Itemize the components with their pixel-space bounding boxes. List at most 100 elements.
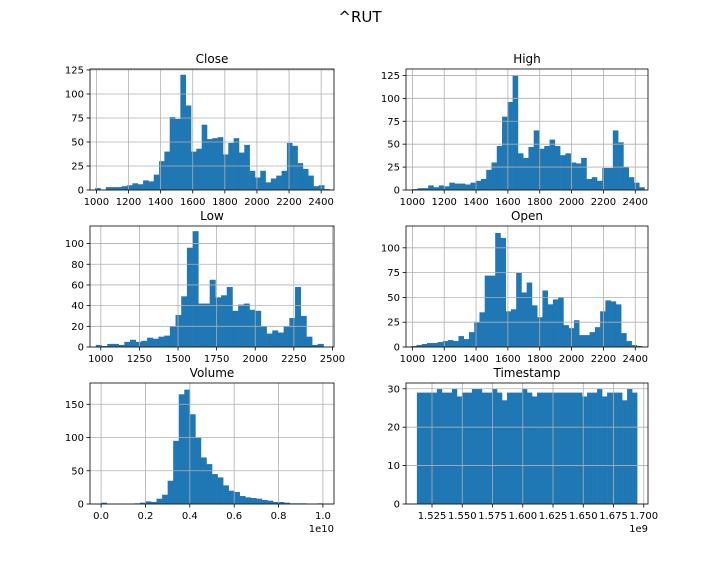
- histogram-bar: [192, 231, 199, 347]
- y-tick-label: 75: [387, 268, 400, 279]
- histogram-bar: [594, 327, 601, 347]
- histogram-bar: [412, 189, 418, 190]
- histogram-bar: [124, 341, 131, 347]
- x-tick-label: 1800: [212, 197, 237, 208]
- histogram-bar: [217, 137, 224, 190]
- histogram-bar: [586, 179, 593, 190]
- y-tick-label: 0: [78, 500, 84, 511]
- histogram-bar: [458, 336, 465, 347]
- histogram-bar: [180, 74, 186, 190]
- histogram-bar: [527, 392, 533, 504]
- histogram-bar: [417, 188, 424, 190]
- histogram-bar: [175, 118, 181, 190]
- y-tick-label: 25: [387, 163, 400, 174]
- subplot-low: 1000 1250 1500 1750 2000 2250 2500 0 20 40 60 80 100…: [65, 209, 345, 365]
- histogram-bar: [278, 502, 285, 504]
- histogram-bar: [101, 502, 107, 504]
- histogram-bar: [255, 310, 262, 347]
- y-tick-label: 75: [71, 113, 84, 124]
- histogram-bar: [95, 188, 101, 190]
- histogram-bar: [422, 188, 429, 190]
- histogram-bar: [232, 310, 239, 347]
- histogram-bar: [453, 341, 459, 347]
- histogram-bar: [162, 494, 168, 504]
- histogram-bar: [486, 169, 492, 190]
- histogram-bar: [592, 392, 598, 504]
- histogram-bar: [186, 247, 193, 347]
- x-tick-label: 1000: [400, 197, 425, 208]
- histogram-bar: [127, 185, 133, 190]
- y-tick-label: 40: [71, 301, 84, 312]
- histogram-bar: [505, 311, 512, 347]
- histogram-bar: [118, 344, 125, 347]
- histogram-bar: [486, 392, 493, 504]
- histogram-bar: [428, 185, 434, 190]
- histogram-bar: [605, 300, 611, 347]
- y-tick-label: 25: [71, 161, 84, 172]
- histogram-bar: [159, 161, 165, 190]
- histogram-bar: [533, 130, 540, 190]
- histogram-bar: [317, 343, 324, 347]
- y-tick-label: 20: [71, 322, 84, 333]
- histogram-bar: [426, 343, 433, 347]
- x-tick-label: 2400: [623, 354, 648, 365]
- histogram-bar: [618, 142, 624, 190]
- y-tick-label: 20: [387, 423, 400, 434]
- histogram-bar: [112, 343, 119, 347]
- histogram-bar: [626, 341, 632, 347]
- histogram-bar: [272, 330, 279, 347]
- histogram-bar: [276, 175, 282, 190]
- histogram-bar: [260, 326, 267, 347]
- histogram-bar: [132, 183, 139, 190]
- subplot-title: High: [513, 52, 541, 66]
- axes-frame: [89, 68, 335, 191]
- y-tick-label: 10: [387, 461, 400, 472]
- histogram-bar: [212, 138, 218, 190]
- histogram-bar: [411, 346, 417, 347]
- histogram-bar: [243, 303, 250, 347]
- axes-frame: [405, 225, 649, 348]
- x-tick-label: 2250: [281, 354, 306, 365]
- histogram-bar: [610, 301, 617, 347]
- histogram-bar: [145, 501, 152, 504]
- x-tick-label: 0.0: [93, 511, 109, 522]
- y-tick-label: 125: [65, 65, 84, 76]
- histogram-bar: [175, 314, 182, 347]
- histogram-bar: [221, 295, 228, 347]
- x-tick-label: 1400: [148, 197, 173, 208]
- histogram-bar: [107, 343, 114, 347]
- histogram-bar: [567, 392, 573, 504]
- histogram-bar: [521, 388, 528, 504]
- histogram-bar: [111, 187, 117, 190]
- histogram-bar: [463, 339, 470, 347]
- histogram-bar: [416, 345, 423, 347]
- histogram-bar: [201, 124, 208, 190]
- histogram-bar: [196, 148, 202, 190]
- histogram-bar: [250, 498, 257, 504]
- y-tick-label: 0: [78, 186, 84, 197]
- x-tick-label: 1.575: [478, 511, 507, 522]
- histogram-bar: [233, 138, 240, 190]
- histogram-bar: [206, 464, 213, 504]
- histogram-bar: [228, 490, 235, 504]
- histogram-bar: [597, 388, 603, 504]
- histogram-bar: [442, 341, 449, 347]
- histogram-bar: [491, 162, 498, 190]
- y-tick-label: 50: [71, 466, 84, 477]
- histogram-bar: [164, 151, 171, 190]
- y-tick-label: 100: [65, 239, 84, 250]
- histogram-bar: [547, 304, 554, 347]
- histogram-bar: [538, 148, 545, 190]
- histogram-bar: [562, 392, 568, 504]
- histogram-bar: [249, 309, 256, 347]
- histogram-bar: [421, 392, 428, 504]
- histogram-bar: [433, 187, 440, 190]
- histogram-bar: [438, 185, 445, 190]
- histogram-bar: [617, 392, 623, 504]
- histogram-bar: [178, 394, 185, 504]
- x-tick-label: 1.550: [448, 511, 477, 522]
- y-tick-label: 125: [381, 71, 400, 82]
- figure-title: ^RUT: [338, 8, 382, 26]
- histogram-bar: [226, 287, 233, 347]
- histogram-bar: [516, 392, 523, 504]
